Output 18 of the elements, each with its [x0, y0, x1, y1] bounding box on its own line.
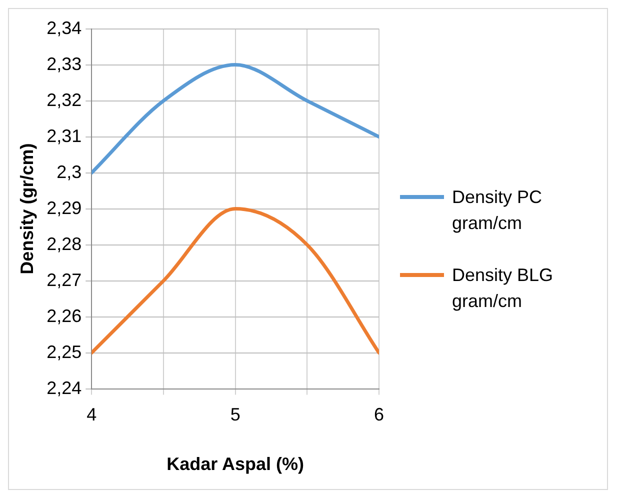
y-tick-label: 2,26 [46, 306, 82, 326]
y-tick-label: 2,32 [46, 90, 82, 110]
x-tick-label: 5 [230, 404, 240, 425]
y-tick-label: 2,33 [46, 54, 82, 74]
y-tick-label: 2,34 [46, 18, 82, 38]
x-tick-label: 6 [374, 404, 384, 425]
legend-label: Density BLG gram/cm [452, 264, 554, 313]
y-axis-title: Density (gr/cm) [16, 143, 37, 274]
y-tick-label: 2,3 [56, 162, 82, 182]
y-tick-label: 2,31 [46, 126, 82, 146]
y-tick-label: 2,27 [46, 270, 82, 290]
y-tick-label: 2,25 [46, 342, 82, 362]
x-axis-title: Kadar Aspal (%) [166, 454, 304, 474]
legend-label: Density PC gram/cm [452, 186, 544, 235]
y-tick-label: 2,24 [46, 378, 82, 398]
y-tick-label: 2,28 [46, 234, 82, 254]
x-tick-label: 4 [86, 404, 97, 425]
y-tick-label: 2,29 [46, 198, 82, 218]
